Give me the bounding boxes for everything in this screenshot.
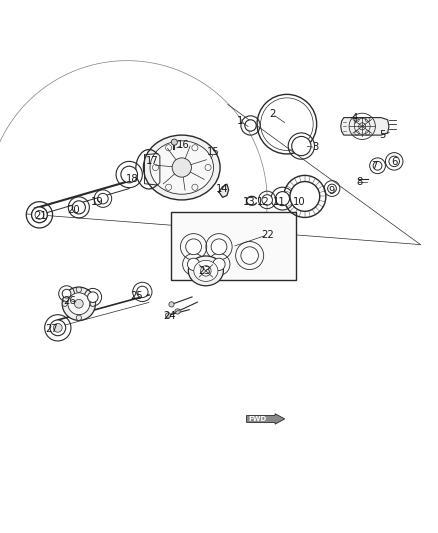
Text: 7: 7	[371, 161, 378, 171]
Text: 9: 9	[329, 186, 335, 196]
Ellipse shape	[143, 135, 220, 200]
Polygon shape	[219, 184, 229, 197]
Text: 8: 8	[356, 177, 362, 188]
Text: 22: 22	[261, 230, 274, 240]
Circle shape	[213, 258, 225, 270]
Circle shape	[32, 207, 47, 223]
Ellipse shape	[188, 256, 223, 286]
Bar	[171, 212, 296, 280]
Circle shape	[373, 161, 382, 170]
Text: 1: 1	[237, 116, 243, 126]
Text: 10: 10	[293, 197, 305, 207]
Ellipse shape	[90, 301, 95, 306]
Circle shape	[187, 258, 200, 270]
Text: 26: 26	[63, 296, 76, 305]
Ellipse shape	[150, 141, 213, 194]
Circle shape	[245, 120, 256, 131]
Text: 11: 11	[273, 197, 286, 207]
Circle shape	[35, 211, 44, 219]
Text: 19: 19	[91, 197, 104, 207]
Circle shape	[276, 191, 290, 206]
Circle shape	[292, 136, 311, 156]
Circle shape	[290, 182, 320, 211]
Circle shape	[121, 166, 138, 183]
Circle shape	[72, 201, 85, 214]
Text: 24: 24	[164, 311, 176, 320]
Circle shape	[262, 195, 272, 205]
Circle shape	[211, 239, 227, 255]
Circle shape	[53, 324, 62, 332]
Circle shape	[175, 309, 180, 314]
Text: 21: 21	[34, 211, 47, 221]
Text: 14: 14	[216, 183, 229, 193]
Text: 18: 18	[126, 174, 138, 184]
Circle shape	[88, 292, 98, 302]
Circle shape	[186, 239, 201, 255]
Text: 2: 2	[269, 109, 276, 119]
Text: 15: 15	[207, 147, 220, 157]
Text: 16: 16	[177, 140, 190, 150]
FancyArrow shape	[247, 414, 285, 424]
Circle shape	[241, 247, 258, 264]
Circle shape	[172, 158, 191, 177]
Text: FWD: FWD	[248, 416, 267, 422]
Ellipse shape	[194, 260, 218, 281]
Text: 6: 6	[391, 157, 397, 167]
Circle shape	[62, 287, 95, 320]
Text: 4: 4	[352, 112, 358, 123]
Circle shape	[98, 193, 108, 204]
Circle shape	[62, 289, 71, 298]
Text: 5: 5	[379, 130, 385, 140]
Text: 17: 17	[146, 156, 159, 166]
Text: 27: 27	[45, 324, 58, 334]
Circle shape	[137, 286, 148, 297]
Ellipse shape	[62, 301, 67, 306]
Text: 13: 13	[243, 197, 255, 207]
Text: 12: 12	[257, 197, 270, 207]
Circle shape	[74, 300, 83, 308]
Ellipse shape	[76, 287, 81, 292]
Ellipse shape	[76, 315, 81, 320]
Circle shape	[328, 184, 336, 193]
Circle shape	[166, 313, 171, 318]
Text: 20: 20	[67, 205, 80, 215]
Text: 25: 25	[130, 291, 143, 301]
Circle shape	[171, 139, 177, 145]
Text: 3: 3	[312, 142, 318, 152]
Polygon shape	[341, 118, 389, 135]
Circle shape	[169, 302, 174, 307]
Text: 23: 23	[199, 266, 211, 276]
Circle shape	[389, 156, 399, 167]
Circle shape	[50, 320, 66, 336]
Circle shape	[68, 293, 90, 314]
